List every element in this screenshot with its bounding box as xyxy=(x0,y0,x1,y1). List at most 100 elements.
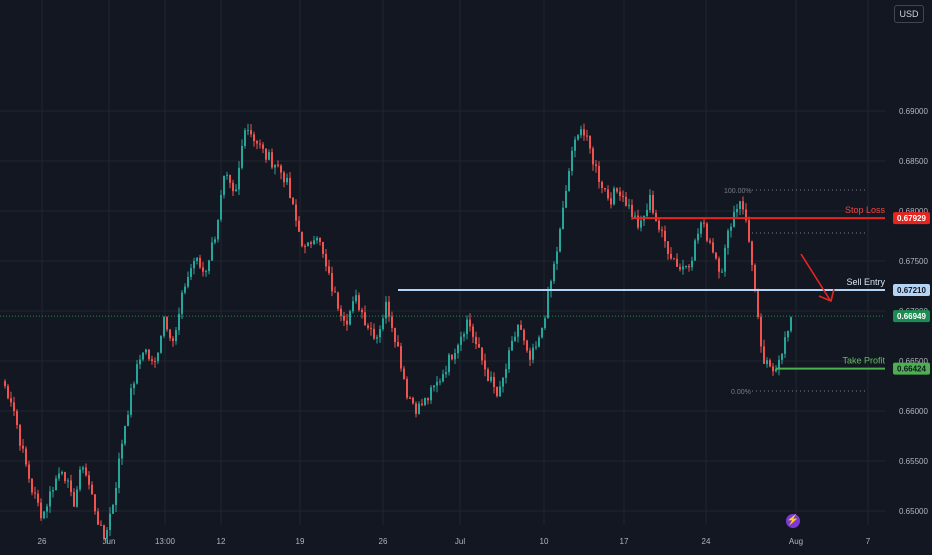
candle-body xyxy=(37,493,39,503)
candle-body xyxy=(448,354,450,373)
candle-body xyxy=(655,212,657,221)
candle-body xyxy=(229,174,231,183)
candle-body xyxy=(598,165,600,182)
candle-body xyxy=(358,295,360,310)
candle-body xyxy=(742,201,744,210)
candle-body xyxy=(280,165,282,173)
candle-body xyxy=(220,194,222,220)
candle-body xyxy=(421,403,423,405)
candle-body xyxy=(532,347,534,360)
candle-body xyxy=(205,271,207,273)
candle-body xyxy=(286,177,288,183)
candle-body xyxy=(190,268,192,278)
candle-body xyxy=(475,336,477,345)
candle-body xyxy=(91,484,93,495)
candle-body xyxy=(538,337,540,347)
fib-label-100: 100.00% xyxy=(724,188,752,195)
candle-body xyxy=(355,295,357,302)
candle-body xyxy=(442,374,444,382)
candle-body xyxy=(94,494,96,512)
candle-body xyxy=(523,329,525,341)
candle-body xyxy=(118,458,120,488)
candle-body xyxy=(16,411,18,425)
candle-body xyxy=(745,209,747,221)
candle-body xyxy=(526,340,528,351)
candle-body xyxy=(652,194,654,213)
candle-body xyxy=(178,313,180,331)
candle-body xyxy=(73,491,75,507)
candle-body xyxy=(13,402,15,412)
candle-body xyxy=(70,480,72,492)
candle-body xyxy=(766,360,768,364)
candle-body xyxy=(781,353,783,360)
candle-body xyxy=(505,369,507,378)
candle-body xyxy=(22,445,24,449)
candle-body xyxy=(7,386,9,399)
candle-body xyxy=(454,353,456,360)
candle-body xyxy=(208,260,210,272)
candle-body xyxy=(730,226,732,231)
candle-body xyxy=(109,513,111,531)
candle-body xyxy=(313,240,315,245)
candle-body xyxy=(367,325,369,328)
sell-arrow xyxy=(800,253,835,303)
candle-body xyxy=(529,350,531,360)
candle-body xyxy=(373,328,375,339)
candle-body xyxy=(202,267,204,272)
candle-body xyxy=(439,381,441,383)
candle-body xyxy=(667,241,669,254)
candle-body xyxy=(637,215,639,228)
candle-body xyxy=(148,349,150,360)
candle-body xyxy=(709,240,711,243)
candle-body xyxy=(391,316,393,328)
candle-body xyxy=(481,347,483,361)
candle-body xyxy=(748,220,750,242)
candle-body xyxy=(325,253,327,267)
candle-body xyxy=(676,258,678,267)
sell-entry-tag-bg xyxy=(893,284,930,296)
current-price-tag-bg xyxy=(893,310,930,323)
candle-body xyxy=(160,335,162,353)
candle-body xyxy=(52,490,54,492)
take-profit-tag: 0.66424 xyxy=(897,365,926,374)
lightning-icon[interactable]: ⚡ xyxy=(786,514,800,528)
candle-body xyxy=(307,242,309,247)
candle-body xyxy=(154,361,156,363)
candle-body xyxy=(682,266,684,270)
candle-body xyxy=(664,230,666,242)
candle-body xyxy=(19,424,21,446)
candle-body xyxy=(760,316,762,347)
candle-body xyxy=(157,352,159,362)
candle-body xyxy=(769,360,771,367)
x-tick-label: Jun xyxy=(103,537,116,546)
candle-body xyxy=(61,472,63,474)
candle-body xyxy=(478,344,480,348)
candle-body xyxy=(487,369,489,381)
candle-body xyxy=(385,301,387,319)
stop-loss-label: Stop Loss xyxy=(845,205,886,215)
candle-body xyxy=(433,385,435,388)
candle-body xyxy=(535,346,537,348)
x-tick-label: 26 xyxy=(379,537,388,546)
candle-body xyxy=(265,148,267,160)
candle-body xyxy=(559,228,561,252)
candle-body xyxy=(223,175,225,195)
candle-body xyxy=(277,164,279,166)
currency-button[interactable]: USD xyxy=(894,5,924,23)
candle-body xyxy=(484,360,486,370)
candle-body xyxy=(472,326,474,337)
candle-body xyxy=(310,242,312,245)
fib-label-0: 0.00% xyxy=(731,389,751,396)
candle-body xyxy=(217,219,219,240)
candle-body xyxy=(694,240,696,261)
stop-loss-tag: 0.67929 xyxy=(897,214,926,223)
candle-body xyxy=(76,489,78,507)
candle-body xyxy=(283,172,285,183)
candle-body xyxy=(274,164,276,168)
candle-body xyxy=(733,212,735,227)
y-tick-label: 0.65000 xyxy=(899,507,928,516)
candle-body xyxy=(724,247,726,272)
candle-body xyxy=(520,324,522,330)
